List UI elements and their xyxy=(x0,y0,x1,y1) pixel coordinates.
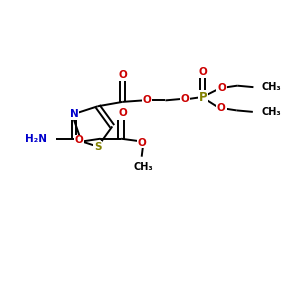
Text: O: O xyxy=(118,70,127,80)
Text: O: O xyxy=(198,67,207,77)
Text: O: O xyxy=(75,136,84,146)
Text: CH₃: CH₃ xyxy=(262,82,281,92)
Text: O: O xyxy=(142,95,151,105)
Text: CH₃: CH₃ xyxy=(261,107,281,117)
Text: H₂N: H₂N xyxy=(26,134,47,144)
Text: O: O xyxy=(217,83,226,93)
Text: CH₃: CH₃ xyxy=(133,162,153,172)
Text: N: N xyxy=(70,109,78,119)
Text: O: O xyxy=(217,103,226,113)
Text: S: S xyxy=(94,142,101,152)
Text: O: O xyxy=(181,94,190,104)
Text: O: O xyxy=(138,137,147,148)
Text: O: O xyxy=(118,108,127,118)
Text: P: P xyxy=(199,91,207,104)
